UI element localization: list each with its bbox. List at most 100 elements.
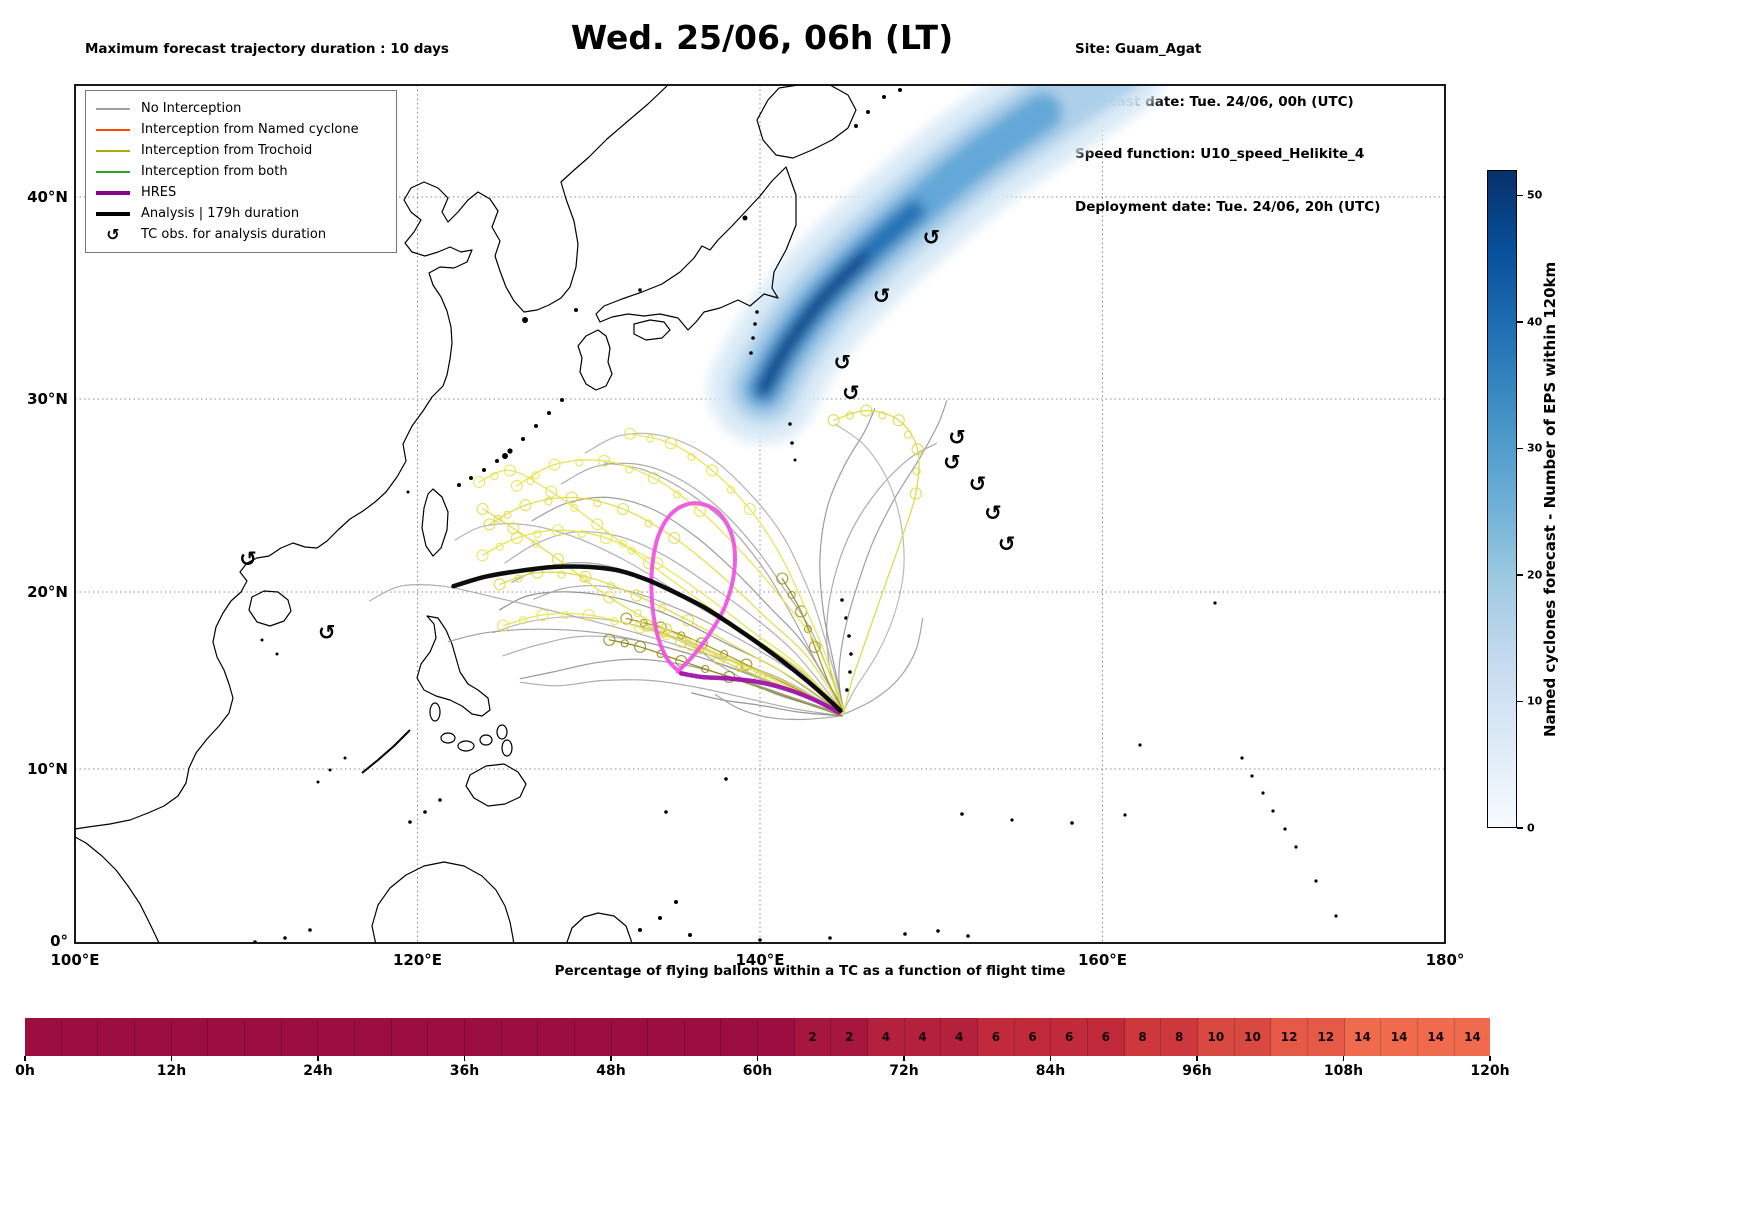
coast-kyushu [577,329,613,391]
bar-bin: 4 [904,1018,942,1056]
flight-time-axis-tick [610,1056,612,1061]
trajectory-gray [531,496,845,712]
flight-time-tick-label: 24h [303,1063,333,1079]
tc-obs-marker: ↺ [239,547,257,571]
flight-time-tick-label: 120h [1470,1063,1510,1079]
bar-bin: 6 [1014,1018,1052,1056]
bar-bin [648,1018,685,1056]
bar-bin: 2 [831,1018,869,1056]
cyclone-density-plume [708,85,1163,444]
bar-bin [318,1018,355,1056]
bar-bin: 12 [1307,1018,1345,1056]
bar-bin [208,1018,245,1056]
tc-observations: ↺↺↺↺↺↺↺↺↺↺↺ [239,225,1015,644]
trajectory-gray [519,679,843,717]
coastlines [75,85,1338,943]
tc-obs-marker: ↺ [833,351,851,375]
bar-bin [501,1018,539,1056]
bar-bin [171,1018,209,1056]
bar-bin [61,1018,99,1056]
trajectory-gray [843,617,924,715]
figure-title: Wed. 25/06, 06h (LT) [570,18,954,57]
bar-bin [391,1018,429,1056]
bar-bin: 8 [1161,1018,1198,1056]
tc-obs-marker: ↺ [873,284,891,308]
bar-bin: 14 [1344,1018,1382,1056]
bar-bin: 8 [1124,1018,1162,1056]
axis-labels: 100°E 120°E 140°E 160°E 180° 0° 10°N 20°N 30°N 40… [27,188,1464,969]
colorbar-tick [1517,194,1523,197]
coast-luzon [416,615,491,717]
bar-bin [684,1018,722,1056]
flight-time-axis-tick [463,1056,466,1061]
legend-item: ↺ TC obs. for analysis duration [95,224,387,245]
flight-time-chart-title: Percentage of flying ballons within a TC… [554,963,1066,979]
legend-line-swatch [95,211,131,216]
flight-time-axis-tick [756,1056,759,1061]
bar-bin [574,1018,612,1056]
legend-item-label: Interception from both [141,164,288,179]
bar-bin [354,1018,392,1056]
coast-mindanao [465,763,527,807]
colorbar [1487,170,1517,828]
bar-bin [428,1018,465,1056]
info-speed-function: Speed function: U10_speed_Helikite_4 [1075,146,1365,162]
info-site: Site: Guam_Agat [1075,41,1202,57]
flight-time-tick-label: 36h [449,1063,480,1079]
trajectory-gray [714,694,843,721]
tc-obs-marker: ↺ [943,451,961,475]
site-information: Site: Guam_Agat Forecast date: Tue. 24/0… [1075,6,1380,251]
trajectory-yellow [623,427,845,712]
legend-item-label: Interception from Trochoid [141,143,313,158]
plume-layer [757,251,869,395]
colorbar-tick-label: 10 [1527,694,1543,708]
trajectory-yellow [827,404,924,714]
bar-bin [758,1018,795,1056]
bar-bin: 10 [1234,1018,1272,1056]
bar-bin [611,1018,649,1056]
x-tick-label: 140°E [735,951,784,969]
colorbar-tick-label: 50 [1527,188,1543,202]
trajectory-gray [502,635,843,715]
tc-obs-symbol-icon: ↺ [106,225,120,244]
coast-taiwan [421,488,449,557]
flight-time-axis-tick [317,1056,319,1061]
trajectory-gray [838,400,948,713]
colorbar-tick-label: 40 [1527,315,1543,329]
coast-palawan [361,729,411,774]
legend-item-label: HRES [141,185,177,200]
flight-time-tick-label: 12h [156,1063,187,1079]
bar-bin: 12 [1271,1018,1308,1056]
trajectory-gray [819,408,876,713]
trajectory-gray [369,584,842,713]
trajectory-gray [519,658,843,715]
island-leyte [501,739,513,757]
y-tick-label: 20°N [27,583,68,601]
tc-obs-marker: ↺ [922,225,940,249]
bar-bin: 4 [941,1018,979,1056]
trajectory-hres-loop [649,501,737,676]
bar-bin: 6 [1051,1018,1089,1056]
legend-item: HRES [95,182,387,203]
trajectory-gray [834,423,905,712]
flight-time-axis-tick [24,1056,26,1061]
map-frame [74,84,1446,944]
legend-item: Interception from both [95,161,387,182]
legend-line-swatch [95,128,131,131]
coast-honshu [595,166,797,331]
bar-bin: 6 [978,1018,1015,1056]
legend: No Interception Interception from Named c… [85,90,397,253]
legend-item: Interception from Named cyclone [95,119,387,140]
tc-obs-marker: ↺ [984,501,1002,525]
trajectory-yellow [476,502,842,714]
bar-bin: 14 [1381,1018,1418,1056]
legend-item-label: No Interception [141,101,242,116]
tc-obs-marker: ↺ [842,381,860,405]
flight-time-axis-tick [903,1056,905,1061]
bar-bin: 10 [1198,1018,1235,1056]
flight-time-axis-tick [1342,1056,1345,1061]
bar-bin [464,1018,502,1056]
colorbar-tick-label: 30 [1527,441,1543,455]
tc-obs-marker: ↺ [318,621,336,645]
